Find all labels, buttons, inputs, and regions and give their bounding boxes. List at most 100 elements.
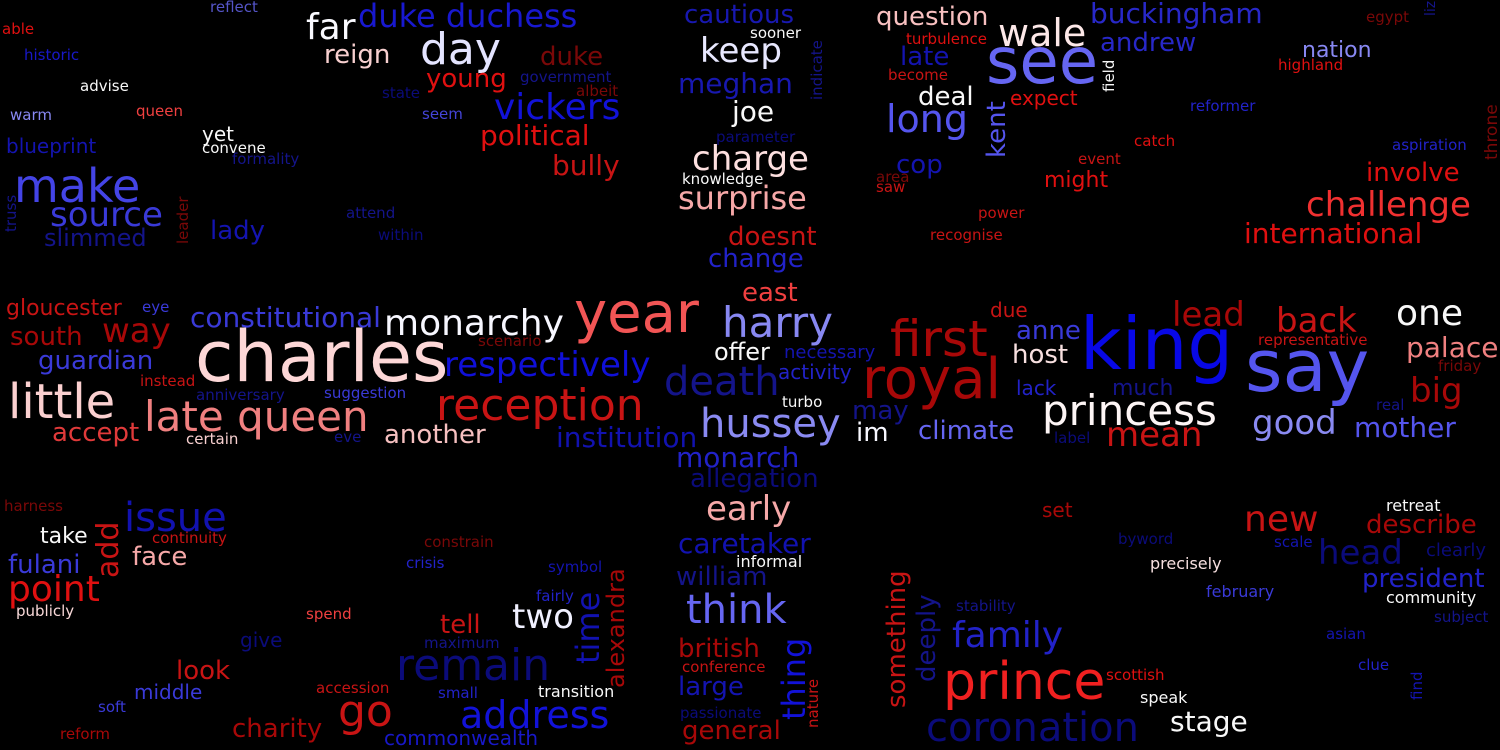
word-power: power [978, 204, 1025, 222]
word-subject: subject [1434, 608, 1489, 626]
word-turbo: turbo [782, 393, 823, 411]
word-address: address [460, 693, 610, 737]
word-monarchy: monarchy [384, 303, 564, 344]
word-retreat: retreat [1386, 496, 1441, 515]
word-conference: conference [682, 658, 766, 676]
word-lady: lady [210, 216, 266, 246]
word-bully: bully [552, 149, 620, 182]
word-egypt: egypt [1366, 8, 1410, 26]
word-guardian: guardian [38, 346, 154, 376]
word-allegation: allegation [690, 464, 819, 494]
word-first: first [890, 310, 988, 368]
word-tell: tell [440, 610, 481, 640]
word-reception: reception [436, 380, 644, 431]
word-maximum: maximum [424, 634, 500, 652]
word-anniversary: anniversary [196, 386, 285, 404]
word-knowledge: knowledge [682, 170, 764, 188]
word-political: political [480, 119, 590, 152]
word-constrain: constrain [424, 533, 494, 551]
word-passionate: passionate [680, 704, 762, 722]
word-historic: historic [24, 46, 80, 64]
word-family: family [952, 615, 1064, 656]
word-representative: representative [1258, 331, 1368, 349]
word-big: big [1410, 371, 1463, 411]
word-buckingham: buckingham [1090, 0, 1263, 30]
word-area: area [876, 168, 910, 186]
word-fulani: fulani [8, 550, 81, 580]
word-community: community [1386, 588, 1477, 607]
word-truss: truss [2, 194, 20, 232]
word-andrew: andrew [1100, 28, 1197, 58]
word-doesnt: doesnt [728, 222, 817, 252]
word-large: large [678, 672, 744, 702]
word-charity: charity [232, 714, 323, 744]
word-event: event [1078, 150, 1121, 168]
word-describe: describe [1366, 510, 1477, 540]
word-think: think [686, 587, 787, 633]
word-transition: transition [538, 682, 615, 701]
word-harness: harness [4, 497, 63, 515]
word-young: young [426, 64, 507, 94]
word-another: another [384, 420, 486, 450]
word-say: say [1245, 324, 1370, 408]
word-much: much [1112, 376, 1174, 401]
word-host: host [1012, 340, 1069, 370]
word-harry: harry [722, 298, 834, 347]
word-february: february [1206, 582, 1275, 601]
word-nature: nature [804, 678, 822, 728]
word-im: im [856, 418, 889, 448]
word-take: take [40, 524, 88, 549]
word-keep: keep [700, 31, 782, 71]
word-coronation: coronation [926, 705, 1139, 750]
word-byword: byword [1118, 530, 1174, 548]
word-convene: convene [202, 139, 266, 157]
word-warm: warm [10, 106, 52, 124]
word-kent: kent [982, 101, 1012, 158]
word-deeply: deeply [912, 594, 942, 682]
word-throne: throne [1482, 104, 1500, 160]
word-turbulence: turbulence [906, 30, 987, 48]
word-nation: nation [1302, 38, 1372, 63]
word-royal: royal [862, 347, 1002, 412]
word-catch: catch [1134, 132, 1176, 150]
word-soft: soft [98, 698, 126, 716]
word-sooner: sooner [750, 24, 802, 42]
word-aspiration: aspiration [1392, 136, 1467, 154]
word-prince: prince [943, 652, 1106, 712]
word-way: way [102, 311, 171, 351]
word-yet: yet [202, 122, 234, 146]
word-wale: wale [998, 11, 1087, 55]
word-become: become [888, 66, 949, 84]
word-meghan: meghan [678, 67, 793, 100]
word-remain: remain [396, 640, 551, 691]
word-respectively: respectively [444, 345, 651, 385]
word-middle: middle [134, 680, 203, 704]
word-caretaker: caretaker [678, 527, 811, 560]
word-activity: activity [778, 360, 852, 384]
word-palace: palace [1406, 331, 1499, 364]
word-reflect: reflect [210, 0, 258, 16]
word-constitutional: constitutional [190, 301, 381, 334]
word-one: one [1396, 293, 1463, 334]
word-hussey: hussey [700, 401, 841, 447]
word-expect: expect [1010, 86, 1078, 110]
word-scale: scale [1274, 533, 1313, 551]
word-suggestion: suggestion [324, 384, 407, 402]
word-gloucester: gloucester [6, 296, 122, 321]
word-offer: offer [714, 338, 770, 366]
word-albeit: albeit [576, 82, 619, 100]
word-publicly: publicly [16, 602, 75, 620]
word-british: british [678, 634, 760, 664]
word-parameter: parameter [716, 128, 796, 146]
word-accept: accept [52, 418, 140, 448]
word-king: king [1080, 302, 1234, 386]
word-see: see [986, 25, 1099, 99]
word-add: add [91, 521, 126, 578]
word-precisely: precisely [1150, 554, 1222, 573]
word-face: face [132, 542, 188, 572]
word-clearly: clearly [1426, 540, 1487, 561]
word-small: small [438, 684, 478, 702]
word-reign: reign [324, 40, 391, 70]
word-vickers: vickers [494, 87, 621, 128]
word-able: able [2, 20, 35, 38]
